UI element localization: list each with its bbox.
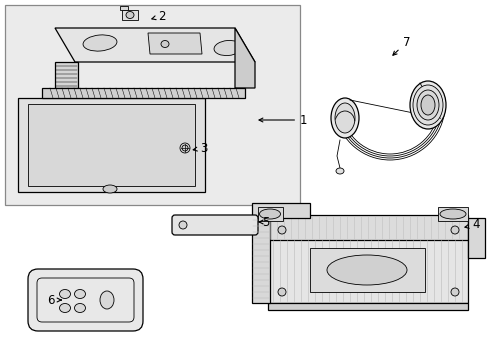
Ellipse shape bbox=[74, 289, 85, 298]
Ellipse shape bbox=[103, 185, 117, 193]
Ellipse shape bbox=[60, 303, 70, 312]
Polygon shape bbox=[120, 6, 128, 10]
Text: 2: 2 bbox=[151, 9, 165, 22]
Polygon shape bbox=[235, 28, 254, 88]
Ellipse shape bbox=[326, 255, 406, 285]
Ellipse shape bbox=[450, 226, 458, 234]
Ellipse shape bbox=[100, 291, 114, 309]
Polygon shape bbox=[122, 10, 138, 20]
Ellipse shape bbox=[416, 90, 438, 120]
Ellipse shape bbox=[439, 209, 465, 219]
Text: 6: 6 bbox=[47, 293, 61, 306]
Polygon shape bbox=[42, 88, 244, 98]
Polygon shape bbox=[28, 104, 195, 186]
Text: 4: 4 bbox=[464, 219, 479, 231]
Ellipse shape bbox=[83, 35, 117, 51]
Ellipse shape bbox=[450, 288, 458, 296]
Ellipse shape bbox=[412, 85, 442, 125]
Polygon shape bbox=[267, 303, 467, 310]
Polygon shape bbox=[267, 215, 467, 240]
Text: 1: 1 bbox=[259, 113, 307, 126]
Polygon shape bbox=[267, 238, 467, 303]
Ellipse shape bbox=[214, 40, 242, 55]
Polygon shape bbox=[309, 248, 424, 292]
Ellipse shape bbox=[409, 81, 445, 129]
Ellipse shape bbox=[334, 103, 354, 133]
FancyBboxPatch shape bbox=[172, 215, 258, 235]
Text: 5: 5 bbox=[258, 216, 269, 229]
Ellipse shape bbox=[74, 303, 85, 312]
Text: 3: 3 bbox=[193, 141, 207, 154]
Ellipse shape bbox=[335, 168, 343, 174]
Polygon shape bbox=[467, 218, 484, 258]
Text: 7: 7 bbox=[392, 36, 409, 55]
Polygon shape bbox=[18, 98, 204, 192]
Polygon shape bbox=[55, 28, 254, 62]
Ellipse shape bbox=[180, 143, 190, 153]
Ellipse shape bbox=[161, 40, 169, 48]
Ellipse shape bbox=[278, 226, 285, 234]
Ellipse shape bbox=[259, 209, 280, 219]
Ellipse shape bbox=[182, 145, 187, 151]
Ellipse shape bbox=[60, 289, 70, 298]
Ellipse shape bbox=[420, 95, 434, 115]
Polygon shape bbox=[258, 207, 283, 221]
Ellipse shape bbox=[126, 12, 134, 18]
Polygon shape bbox=[251, 218, 269, 303]
Polygon shape bbox=[55, 62, 78, 88]
FancyBboxPatch shape bbox=[28, 269, 142, 331]
Ellipse shape bbox=[179, 221, 186, 229]
Ellipse shape bbox=[330, 98, 358, 138]
Ellipse shape bbox=[278, 288, 285, 296]
Polygon shape bbox=[251, 203, 309, 218]
Bar bbox=[5, 5, 299, 205]
Polygon shape bbox=[437, 207, 467, 221]
Polygon shape bbox=[148, 33, 202, 54]
